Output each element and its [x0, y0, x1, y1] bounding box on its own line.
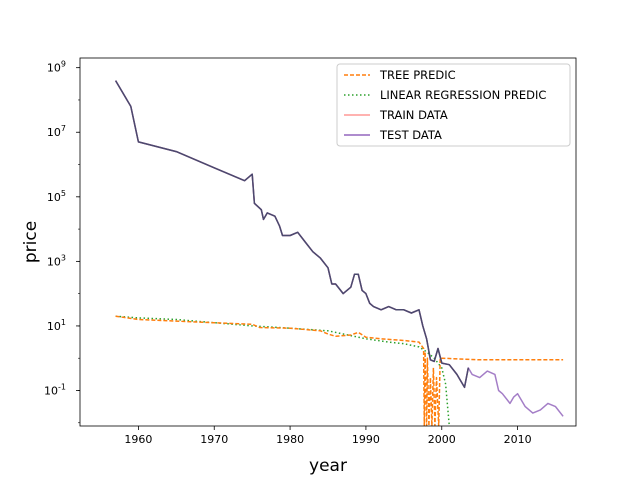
- x-axis: 1960 1970 1980 1990 2000 2010: [124, 426, 532, 446]
- x-tick-label: 1970: [200, 433, 228, 446]
- legend-label-tree-predic: TREE PREDIC: [379, 68, 456, 82]
- x-axis-title: year: [309, 456, 347, 476]
- plot-frame: [79, 57, 577, 427]
- y-axis-title: price: [21, 221, 41, 263]
- y-tick-exponent: 3: [61, 253, 66, 262]
- y-tick-exponent: 1: [61, 318, 66, 327]
- legend-label-train-data: TRAIN DATA: [379, 108, 448, 122]
- legend: TREE PREDIC LINEAR REGRESSION PREDIC TRAIN…: [336, 63, 571, 147]
- y-tick-exponent: 5: [61, 189, 66, 198]
- y-tick-exponent: 7: [61, 124, 66, 133]
- series-line-overlap: [114, 80, 470, 389]
- x-tick-label: 1980: [276, 433, 304, 446]
- y-tick-exponent: -1: [58, 382, 66, 391]
- y-tick-exponent: 9: [61, 60, 66, 69]
- x-tick-label: 1990: [352, 433, 380, 446]
- x-tick-label: 2000: [428, 433, 456, 446]
- series-line-tree-predic: [115, 315, 564, 426]
- legend-label-test-data: TEST DATA: [379, 128, 442, 142]
- series-layer: [114, 80, 564, 426]
- legend-box: [336, 63, 571, 147]
- legend-label-linear-regression-predic: LINEAR REGRESSION PREDIC: [380, 88, 546, 102]
- series-line-linear-regression-predic: [115, 315, 451, 426]
- x-tick-label: 1960: [124, 433, 152, 446]
- x-tick-label: 2010: [504, 433, 532, 446]
